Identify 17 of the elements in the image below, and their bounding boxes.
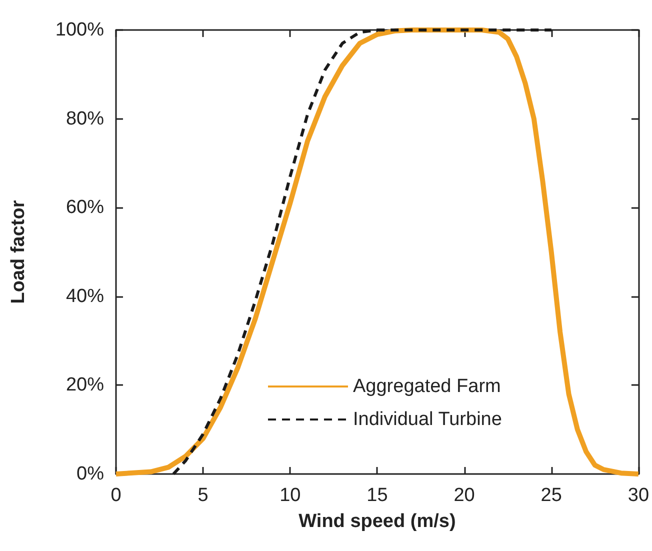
x-tick-label: 25 [540, 485, 562, 506]
y-tick-label: 100% [55, 20, 104, 40]
y-axis-title: Load factor [8, 200, 29, 304]
x-tick-label: 30 [628, 485, 650, 506]
y-tick-label: 60% [66, 197, 104, 218]
x-tick-label: 20 [454, 485, 475, 506]
y-tick-label: 40% [66, 286, 104, 307]
x-tick-label: 5 [198, 485, 208, 506]
y-tick-label: 80% [66, 108, 104, 130]
x-tick-label: 15 [366, 485, 388, 506]
y-tick-label: 0% [76, 464, 104, 484]
x-axis-title: Wind speed (m/s) [298, 511, 456, 532]
x-tick-label: 0 [110, 485, 122, 506]
x-tick-label: 10 [280, 485, 301, 506]
y-tick-label: 20% [66, 374, 104, 396]
legend-label: Aggregated Farm [353, 376, 501, 397]
legend-label: Individual Turbine [353, 409, 502, 430]
